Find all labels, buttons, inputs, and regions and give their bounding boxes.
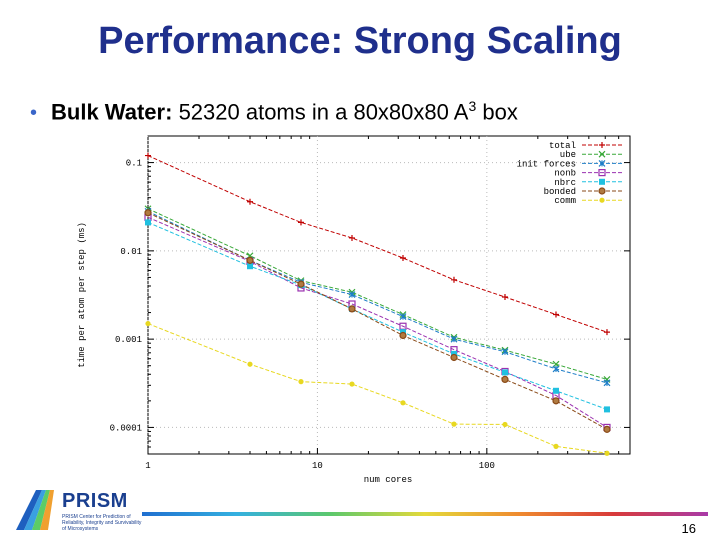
y-axis-label: time per atom per step (ms): [77, 222, 87, 368]
data-point: [145, 152, 151, 159]
x-tick-label: 100: [479, 461, 495, 471]
data-point: [348, 291, 356, 298]
data-point: [501, 294, 508, 301]
slide-title: Performance: Strong Scaling: [98, 20, 622, 62]
data-point: [598, 150, 606, 158]
chart-container: 0.0001 0.001 0.01 0.1 1 10 100 total ube init fo…: [74, 132, 640, 492]
data-point: [552, 311, 559, 318]
data-point: [400, 400, 406, 406]
legend-label: bonded: [544, 187, 576, 197]
series-line: [147, 155, 608, 333]
logo-subtitle: PRISM Center for Prediction of Reliabili…: [62, 514, 142, 532]
legend-label: comm: [554, 196, 576, 206]
data-point: [145, 219, 151, 226]
data-point: [604, 450, 610, 456]
series-line: [147, 208, 608, 380]
data-point: [553, 443, 559, 449]
data-point: [599, 178, 605, 185]
legend-label: ube: [560, 150, 576, 160]
data-point: [598, 168, 606, 177]
data-point: [348, 305, 356, 313]
series-line: [147, 323, 608, 454]
y-tick-label: 0.001: [115, 335, 142, 345]
data-point: [145, 320, 151, 327]
data-point: [501, 375, 509, 383]
data-point: [246, 198, 253, 205]
series-init-forces: [144, 207, 611, 387]
data-point: [552, 387, 559, 394]
bullet-line: • Bulk Water: 52320 atoms in a 80x80x80 A…: [30, 98, 518, 125]
series-line: [147, 216, 608, 428]
y-tick-label: 0.0001: [110, 423, 142, 433]
data-point: [552, 397, 560, 405]
series-line: [147, 212, 608, 430]
data-point: [246, 256, 254, 264]
prism-logo: PRISM PRISM Center for Prediction of Rel…: [12, 486, 142, 534]
series-comm: [145, 320, 610, 456]
data-point: [399, 331, 407, 340]
data-point: [603, 329, 610, 336]
bullet-text: 52320 atoms in a 80x80x80 A: [178, 99, 469, 125]
legend-label: nonb: [554, 169, 576, 179]
data-point: [603, 425, 611, 433]
data-point: [144, 209, 152, 217]
data-point: [450, 335, 458, 343]
data-point: [552, 365, 560, 373]
data-point: [603, 379, 611, 387]
plot-frame: [147, 135, 631, 455]
data-point: [348, 234, 355, 241]
data-point: [451, 421, 457, 427]
data-point: [297, 219, 304, 226]
data-point: [450, 276, 457, 283]
data-point: [599, 142, 605, 148]
data-point: [598, 159, 606, 167]
data-point: [247, 361, 253, 367]
data-point: [349, 381, 355, 387]
bullet-superscript: 3: [468, 98, 477, 114]
data-point: [246, 263, 253, 270]
x-axis-label: num cores: [364, 475, 413, 485]
logo-name: PRISM: [62, 490, 128, 512]
bullet-bold-text: Bulk Water:: [51, 99, 173, 125]
data-point: [399, 255, 406, 262]
data-point: [297, 280, 305, 288]
data-point: [599, 197, 605, 203]
data-point: [502, 421, 508, 428]
legend-label: total: [549, 141, 576, 151]
y-tick-label: 0.01: [120, 247, 142, 257]
series-ube: [144, 205, 611, 383]
series-total: [145, 152, 610, 336]
legend-label: nbrc: [554, 178, 576, 188]
data-point: [501, 348, 509, 356]
footer-rainbow-bar: [142, 512, 708, 516]
bullet-dot-icon: •: [30, 102, 38, 125]
x-tick-label: 1: [145, 461, 150, 471]
x-tick-label: 10: [312, 461, 323, 471]
series-bonded: [144, 209, 611, 433]
series-line: [147, 210, 608, 384]
data-point: [450, 353, 458, 362]
data-point: [603, 406, 610, 413]
page-number: 16: [681, 521, 696, 536]
y-tick-label: 0.1: [126, 159, 142, 169]
data-point: [399, 313, 407, 321]
data-point: [298, 379, 304, 385]
legend-label: init forces: [517, 159, 576, 169]
prism-logo-icon: [16, 490, 54, 530]
data-point: [501, 369, 508, 376]
bullet-end-text: box: [482, 99, 518, 125]
data-point: [598, 187, 606, 195]
